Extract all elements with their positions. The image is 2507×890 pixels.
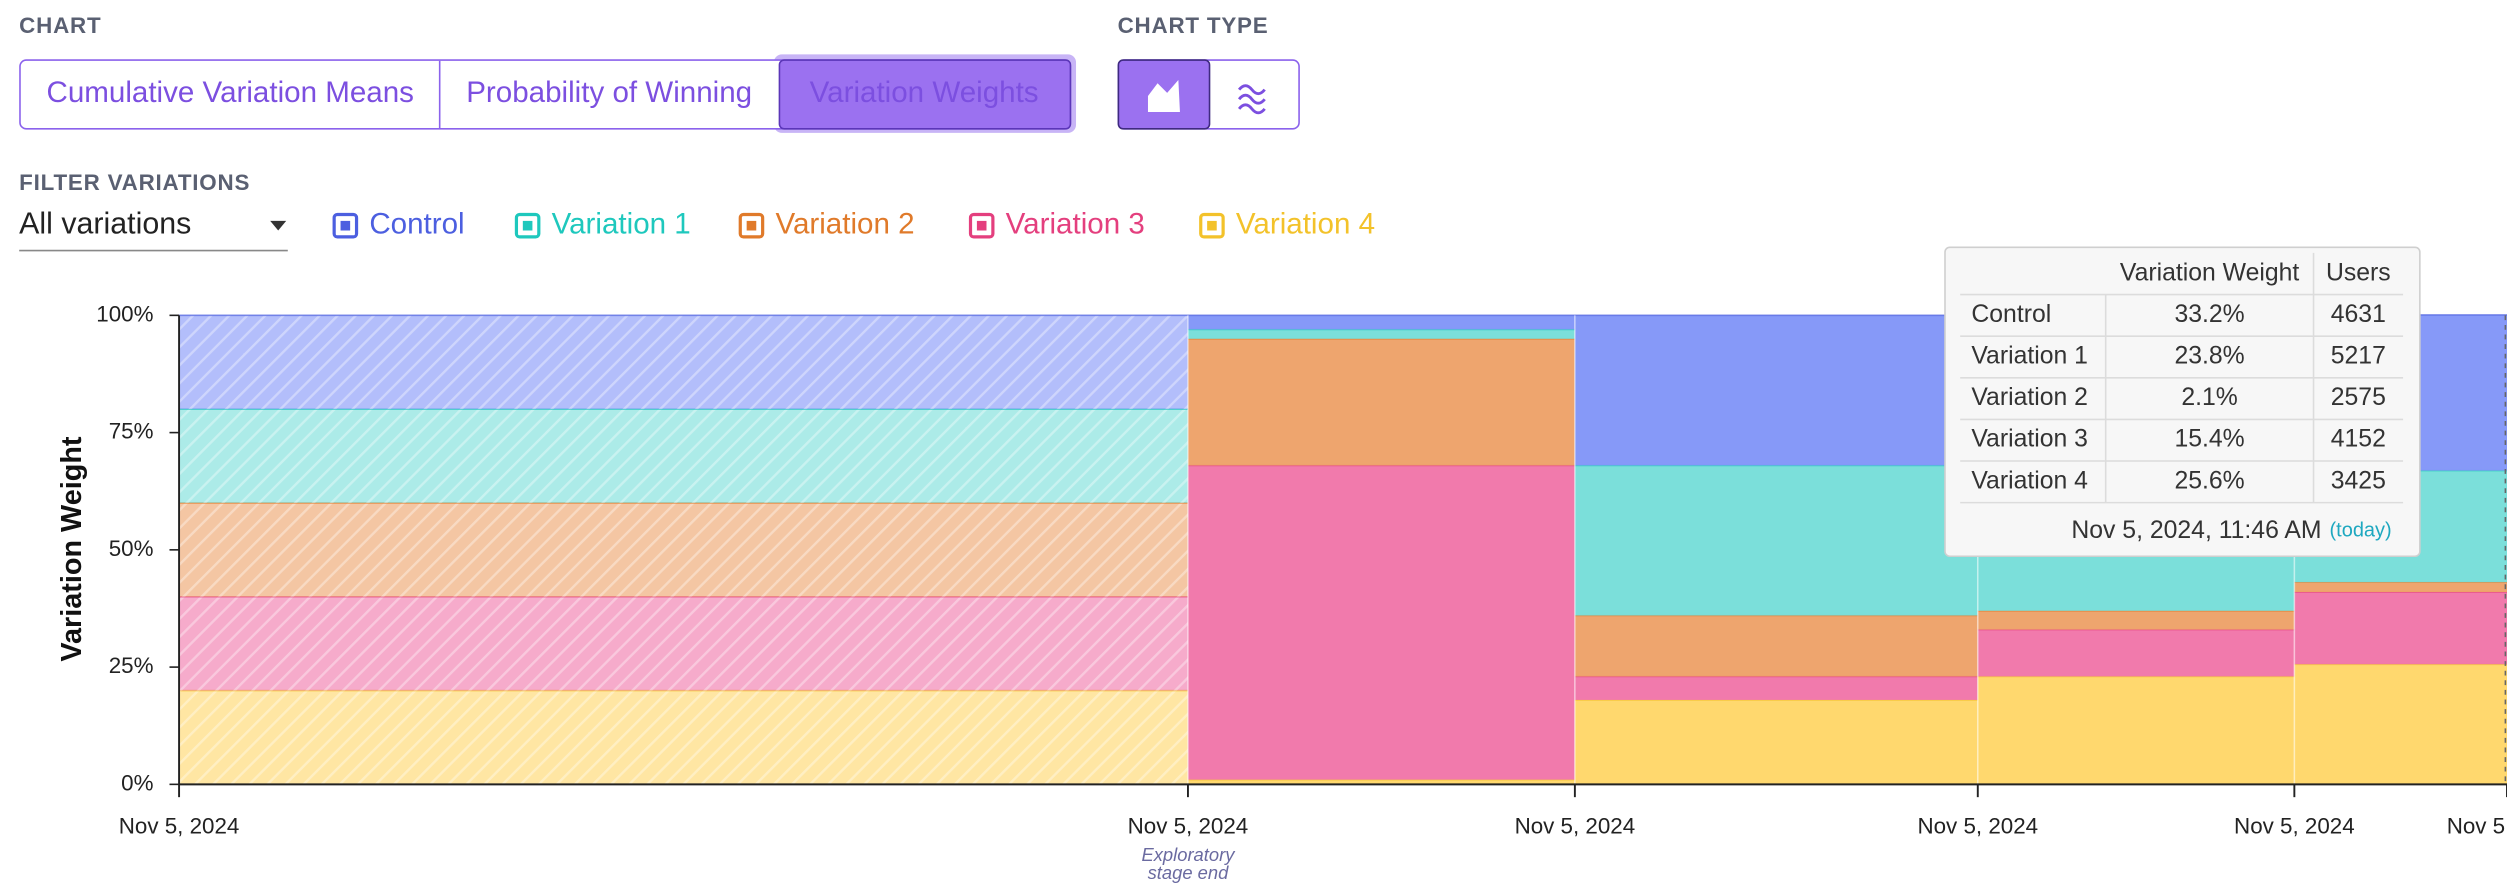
x-tick-label: Nov 5, 2024: [119, 813, 240, 838]
row-users: 4631: [2331, 301, 2386, 328]
area-segment: [1977, 610, 2295, 630]
row-users: 2575: [2331, 384, 2386, 411]
legend-item[interactable]: Variation 1: [514, 208, 691, 241]
chart-type-label: CHART TYPE: [1118, 13, 1269, 38]
tab-label[interactable]: Variation Weights: [810, 76, 1039, 109]
tooltip: Variation Weight Users Control 33.2% 4631 Var…: [1944, 246, 2421, 558]
area-segment: [2294, 592, 2507, 665]
legend-swatch: [522, 220, 533, 231]
legend-swatch: [1207, 220, 1217, 231]
area-icon: [1147, 80, 1180, 113]
area-segment: [1187, 315, 1575, 330]
caret: [270, 220, 287, 231]
tab-label[interactable]: Cumulative Variation Means: [46, 76, 414, 109]
y-tick-label: 100%: [96, 301, 153, 326]
area-segment: [1187, 465, 1575, 780]
axes: Variation Weight 0% 25% 50% 75% 100% Nov 5, 2…: [56, 301, 2507, 883]
legend-item[interactable]: Variation 4: [1199, 208, 1375, 241]
y-tick-label: 0%: [121, 770, 153, 795]
row-users: 4152: [2331, 426, 2386, 453]
area-segment: [1187, 338, 1575, 466]
row-name: Variation 3: [1971, 426, 2088, 453]
legend-label: Variation 2: [775, 208, 914, 241]
y-axis-label: Variation Weight: [56, 436, 88, 661]
legend-swatch: [976, 220, 987, 231]
annotation: stage end: [1148, 862, 1229, 883]
y-tick-label: 50%: [109, 536, 154, 561]
legend-item[interactable]: Variation 3: [968, 208, 1145, 241]
hatch: [179, 315, 1188, 410]
legend: Control Variation 1 Variation 2 Variation 3…: [332, 208, 1375, 241]
x-tick-label: Nov 5, 2024: [2447, 813, 2507, 838]
tooltip-header: Variation Weight: [2120, 259, 2300, 286]
x-tick-label: Nov 5, 2024: [1917, 813, 2038, 838]
row-users: 3425: [2331, 467, 2386, 494]
row-name: Variation 1: [1971, 342, 2088, 369]
filter-label: FILTER VARIATIONS: [19, 170, 250, 195]
chart-tabs: Cumulative Variation Means Probability of…: [19, 54, 1077, 133]
area-segment: [1574, 315, 1978, 466]
x-tick-label: Nov 5, 2024: [2234, 813, 2355, 838]
row-name: Variation 2: [1971, 384, 2088, 411]
area-segment: [1574, 615, 1978, 677]
row-weight: 2.1%: [2181, 384, 2237, 411]
row-weight: 23.8%: [2174, 342, 2244, 369]
area-segment: [2294, 582, 2507, 593]
line-icon[interactable]: [1237, 84, 1266, 115]
area-segment: [1574, 699, 1978, 785]
area-segment: [1977, 676, 2295, 785]
area-segment: [1977, 629, 2295, 677]
row-users: 5217: [2331, 342, 2386, 369]
legend-label: Variation 3: [1006, 208, 1145, 241]
hatch: [179, 596, 1188, 691]
chart-type-buttons: [1117, 59, 1300, 130]
tooltip-time: Nov 5, 2024, 11:46 AM: [2071, 517, 2321, 544]
tooltip-box: [1944, 246, 2421, 558]
area-segment: [2294, 664, 2507, 785]
area-segment: [1574, 676, 1978, 700]
tooltip-header: Users: [2326, 259, 2391, 286]
area-segment: [1574, 465, 1978, 616]
row-weight: 25.6%: [2174, 467, 2244, 494]
legend-label: Variation 1: [552, 208, 691, 241]
legend-label: Variation 4: [1236, 208, 1375, 241]
area-segment: [1187, 329, 1575, 339]
filter-dropdown[interactable]: All variations: [19, 207, 288, 252]
y-tick-label: 25%: [109, 653, 154, 678]
legend-item[interactable]: Variation 2: [738, 208, 915, 241]
chart-label: CHART: [19, 13, 101, 38]
hatch: [179, 690, 1188, 785]
y-tick-label: 75%: [109, 419, 154, 444]
row-weight: 33.2%: [2174, 301, 2244, 328]
legend-swatch: [746, 220, 757, 231]
filter-value: All variations: [19, 207, 191, 241]
annotation: Exploratory: [1142, 844, 1237, 865]
row-name: Variation 4: [1971, 467, 2088, 494]
hatch: [179, 409, 1188, 503]
legend-swatch: [340, 220, 351, 231]
tab-active[interactable]: [778, 59, 1072, 130]
tooltip-time-note: (today): [2330, 520, 2392, 542]
row-weight: 15.4%: [2174, 426, 2244, 453]
row-name: Control: [1971, 301, 2051, 328]
legend-item[interactable]: Control: [332, 208, 465, 241]
x-tick-label: Nov 5, 2024: [1515, 813, 1636, 838]
legend-label: Control: [369, 208, 464, 241]
x-tick-label: Nov 5, 2024: [1128, 813, 1249, 838]
area-segment: [1187, 779, 1575, 785]
hatch: [179, 502, 1188, 597]
tab-label[interactable]: Probability of Winning: [466, 76, 752, 109]
